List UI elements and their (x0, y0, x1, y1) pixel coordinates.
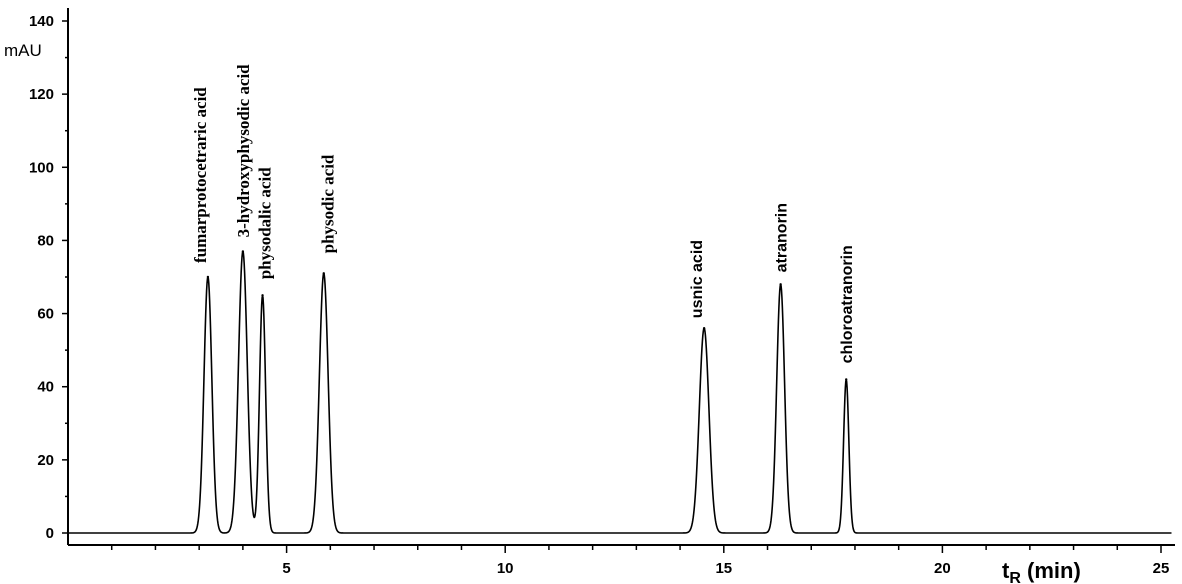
y-tick-label: 120 (29, 86, 54, 103)
x-tick-label: 15 (715, 560, 732, 577)
peak-apex-point (206, 275, 210, 279)
x-axis-title-suffix: (min) (1021, 558, 1081, 583)
peak-apex-point (702, 327, 706, 330)
y-tick-label: 100 (29, 159, 54, 176)
y-tick-label: 60 (37, 306, 54, 323)
x-axis-title-main: t (1002, 558, 1010, 583)
peak-label: fumarprotocetraric acid (191, 87, 210, 263)
peak-label: atranorin (774, 203, 791, 272)
y-axis-unit-label: mAU (4, 41, 42, 60)
peak-apex-point (779, 283, 782, 286)
y-tick-label: 0 (46, 525, 54, 542)
peak-label: usnic acid (689, 240, 706, 318)
peak-apex-point (322, 272, 325, 275)
y-tick-label: 80 (37, 232, 54, 249)
y-tick-label: 20 (37, 452, 54, 469)
peak-apex-point (845, 378, 848, 381)
x-tick-label: 25 (1153, 560, 1170, 577)
x-axis-title-subscript: R (1009, 570, 1021, 584)
x-tick-label: 20 (934, 560, 951, 577)
peak-label: chloroatranorin (839, 245, 856, 363)
peak-labels: fumarprotocetraric acid 3-hydroxyphysodic… (191, 64, 856, 364)
x-tick-label: 5 (282, 560, 290, 577)
peak-label: physodalic acid (256, 167, 275, 279)
axes: 0 20 40 60 80 100 120 140 5 10 15 20 25 (29, 8, 1175, 577)
trace-group (67, 250, 1172, 534)
x-axis-title: tR (min) (1002, 558, 1081, 584)
peak-label: physodic acid (319, 154, 338, 253)
peak-apex-point (241, 250, 245, 253)
y-tick-label: 40 (37, 379, 54, 396)
peak-label: 3-hydroxyphysodic acid (234, 64, 253, 238)
y-tick-label: 140 (29, 13, 54, 30)
peak-apex-point (261, 294, 264, 297)
x-tick-label: 10 (497, 560, 514, 577)
chromatogram-trace (67, 250, 1172, 534)
